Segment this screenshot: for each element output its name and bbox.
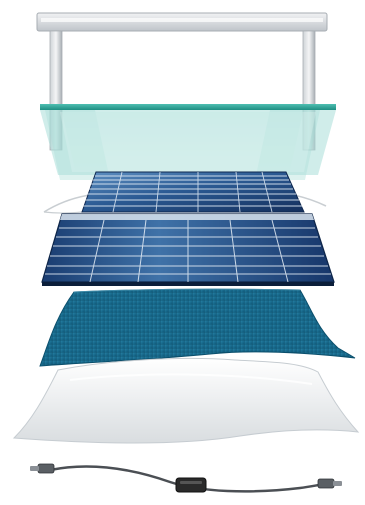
mc4-connector-right [317,478,342,489]
solar-cells-main [41,213,335,286]
junction-box [175,477,207,493]
eva-film-bottom [39,288,356,367]
solar-cells-upper [81,171,305,213]
mc4-connector-left [30,463,55,474]
tempered-glass [40,104,336,175]
backsheet [12,357,360,444]
junction-box-cable [30,463,342,493]
